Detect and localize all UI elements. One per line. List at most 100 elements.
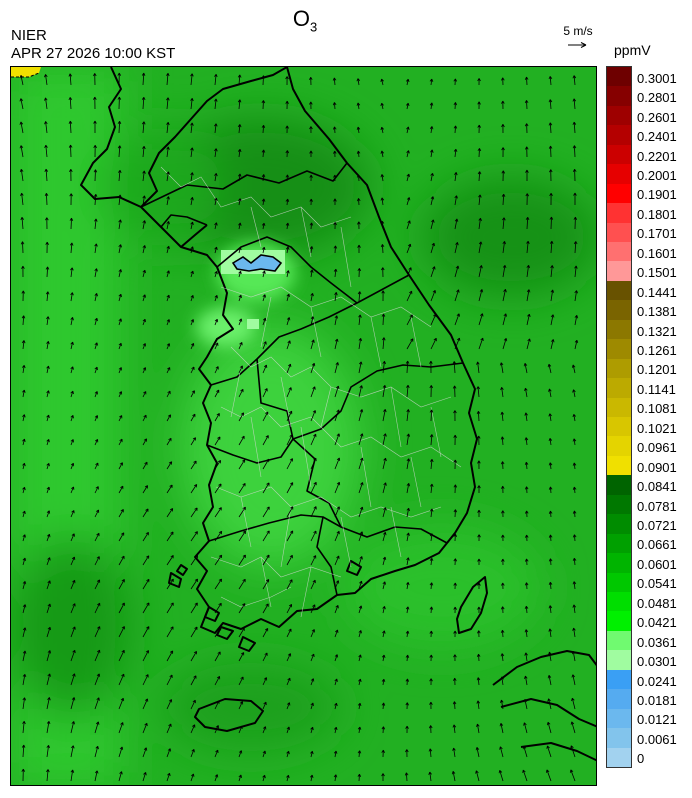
wind-vector-arrow — [429, 458, 434, 470]
wind-vector-arrow — [142, 367, 147, 374]
wind-vector-arrow — [309, 174, 313, 182]
wind-vector-arrow — [499, 746, 504, 758]
wind-vector-arrow — [46, 316, 50, 326]
colorbar-tick-label: 0.2601 — [637, 109, 677, 125]
wind-vector-arrow — [429, 360, 433, 374]
wind-vector-arrow — [214, 774, 219, 782]
wind-vector-arrow — [214, 675, 221, 686]
colorbar-swatch — [607, 475, 631, 496]
wind-vector-arrow — [476, 653, 481, 662]
wind-vector-arrow — [571, 651, 576, 662]
wind-vector-arrow — [476, 410, 481, 422]
ozone-map-canvas — [11, 67, 596, 785]
wind-vector-arrow — [548, 99, 553, 110]
wind-vector-arrow — [44, 192, 49, 206]
colorbar-swatch — [607, 339, 631, 360]
wind-vector-arrow — [22, 697, 27, 710]
wind-vector-arrow — [477, 558, 481, 565]
wind-vector-arrow — [382, 507, 387, 518]
wind-vector-arrow — [94, 745, 99, 758]
wind-vector-arrow — [118, 367, 122, 374]
wind-vector-arrow — [117, 96, 122, 110]
wind-vector-arrow — [406, 220, 411, 230]
wind-vector-arrow — [380, 78, 384, 86]
wind-vector-arrow — [476, 700, 481, 710]
wind-vector-arrow — [524, 412, 528, 422]
wind-vector-arrow — [262, 554, 270, 566]
wind-vector-arrow — [142, 578, 150, 590]
colorbar-swatch — [607, 708, 631, 729]
wind-vector-arrow — [549, 193, 553, 206]
wind-vector-arrow — [166, 196, 170, 206]
wind-vector-arrow — [118, 626, 125, 638]
wind-vector-arrow — [118, 244, 122, 254]
wind-vector-arrow — [571, 674, 576, 686]
wind-vector-arrow — [214, 148, 218, 158]
wind-vector-arrow — [94, 293, 98, 302]
wind-vector-arrow — [166, 555, 174, 566]
wind-vector-arrow — [334, 506, 340, 518]
wind-vector-arrow — [22, 581, 27, 590]
wind-vector-arrow — [382, 337, 386, 350]
wind-vector-arrow — [356, 198, 361, 206]
wind-vector-arrow — [22, 650, 27, 662]
colorbar-tick-label: 0.1021 — [637, 420, 677, 436]
wind-vector-arrow — [190, 97, 194, 110]
wind-vector-arrow — [46, 341, 50, 350]
datetime-label: APR 27 2026 10:00 KST — [11, 45, 176, 62]
wind-vector-arrow — [141, 72, 146, 86]
wind-vector-arrow — [238, 388, 244, 398]
wind-vector-arrow — [310, 629, 315, 638]
wind-vector-arrow — [501, 170, 506, 182]
wind-vector-arrow — [142, 698, 149, 710]
wind-vector-arrow — [333, 726, 338, 734]
wind-vector-arrow — [358, 337, 363, 350]
colorbar-swatch — [607, 572, 631, 593]
wind-vector-arrow — [381, 267, 385, 278]
wind-vector-arrow — [478, 217, 482, 230]
wind-vector-arrow — [382, 630, 386, 638]
wind-vector-arrow — [572, 438, 577, 446]
wind-vector-arrow — [190, 484, 198, 494]
wind-vector-arrow — [429, 606, 434, 614]
wind-vector-arrow — [142, 391, 147, 398]
wind-vector-arrow — [261, 75, 266, 86]
wind-vector-arrow — [238, 578, 246, 590]
colorbar-swatch — [607, 417, 631, 437]
wind-vector-arrow — [166, 578, 174, 590]
wind-vector-arrow — [572, 168, 577, 182]
colorbar-tick-label: 0.1261 — [637, 342, 677, 358]
wind-vector-arrow — [524, 629, 529, 638]
wind-vector-arrow — [405, 78, 410, 86]
wind-vector-arrow — [334, 629, 339, 638]
wind-vector-arrow — [357, 244, 361, 253]
wind-vector-arrow — [310, 457, 317, 470]
colorbar-tick-label: 0.1901 — [637, 187, 677, 203]
province-boundaries — [140, 162, 464, 596]
wind-vector-arrow — [477, 534, 481, 542]
wind-vector-arrow — [262, 341, 267, 350]
wind-vector-arrow — [214, 436, 221, 446]
wind-vector-arrow — [477, 148, 482, 158]
wind-vector-arrow — [142, 626, 150, 638]
wind-vector-arrow — [547, 363, 552, 374]
wind-vector-arrow — [548, 413, 552, 422]
ozone-map[interactable] — [10, 66, 597, 786]
wind-vector-arrow — [334, 315, 339, 326]
wind-vector-arrow — [429, 78, 434, 86]
wind-vector-arrow — [546, 721, 552, 734]
wind-vector-arrow — [22, 486, 26, 494]
wind-vector-arrow — [262, 388, 268, 398]
wind-vector-arrow — [453, 630, 457, 638]
wind-vector-arrow — [19, 121, 24, 134]
wind-vector-arrow — [70, 745, 75, 758]
wind-vector-arrow — [333, 198, 337, 205]
wind-vector-arrow — [501, 77, 505, 86]
wind-vector-arrow — [286, 387, 292, 398]
wind-vector-arrow — [357, 221, 361, 230]
wind-vector-arrow — [574, 290, 578, 302]
pollutant-title: O3 — [292, 6, 318, 35]
wind-vector-arrow — [286, 530, 294, 542]
wind-vector-arrow — [452, 361, 457, 374]
wind-vector-arrow — [428, 725, 433, 734]
